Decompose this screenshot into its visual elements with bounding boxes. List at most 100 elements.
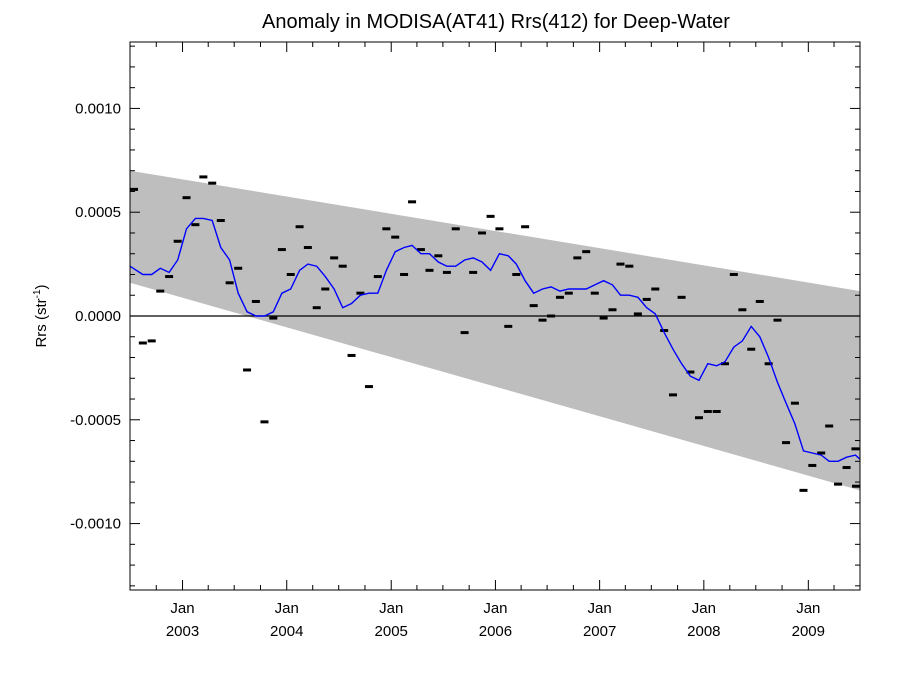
x-tick-label-month: Jan <box>692 600 716 617</box>
x-tick-label-year: 2005 <box>375 623 408 640</box>
data-point-23 <box>330 256 339 260</box>
data-point-60 <box>651 287 660 291</box>
data-point-69 <box>729 272 738 276</box>
data-point-19 <box>295 225 304 229</box>
data-point-32 <box>408 200 417 204</box>
data-point-78 <box>808 463 817 467</box>
data-point-7 <box>191 223 200 227</box>
smoothed-series-line <box>129 217 861 462</box>
x-axis-tick-labels: Jan 2003 Jan 2004 Jan 2005 Jan 2006 Jan 2007 Jan 20… <box>166 600 825 640</box>
data-point-56 <box>616 262 625 266</box>
x-axis-ticks <box>129 42 861 590</box>
data-point-73 <box>764 362 773 366</box>
data-point-40 <box>478 231 487 235</box>
data-point-71 <box>747 347 756 351</box>
data-point-10 <box>216 219 225 223</box>
data-point-37 <box>451 227 460 231</box>
data-point-34 <box>425 268 434 272</box>
data-point-47 <box>538 318 547 322</box>
y-axis-ticks <box>130 45 860 587</box>
data-point-62 <box>669 393 678 397</box>
data-point-42 <box>495 227 504 231</box>
data-point-51 <box>573 256 582 260</box>
data-point-68 <box>720 362 729 366</box>
data-point-82 <box>842 466 851 470</box>
chart-title: Anomaly in MODISA(AT41) Rrs(412) for Dee… <box>262 11 730 33</box>
data-point-75 <box>782 441 791 445</box>
x-tick-label-year: 2007 <box>583 623 616 640</box>
y-tick-label: 0.0000 <box>75 308 121 325</box>
data-point-5 <box>173 239 182 243</box>
data-point-25 <box>347 353 356 357</box>
data-point-38 <box>460 331 469 335</box>
x-tick-label-year: 2004 <box>270 623 303 640</box>
data-point-20 <box>303 246 312 249</box>
data-point-8 <box>199 175 208 179</box>
data-point-14 <box>251 299 260 303</box>
x-tick-label-month: Jan <box>796 600 820 617</box>
data-point-33 <box>416 248 425 252</box>
data-point-6 <box>182 196 191 200</box>
data-point-41 <box>486 214 495 218</box>
data-point-72 <box>755 299 764 303</box>
data-point-26 <box>356 291 365 295</box>
y-tick-label: -0.0010 <box>70 516 121 533</box>
data-point-81 <box>834 482 843 486</box>
x-tick-label-month: Jan <box>379 600 403 617</box>
data-point-16 <box>269 316 278 320</box>
data-point-43 <box>504 324 513 328</box>
data-point-22 <box>321 287 330 291</box>
data-point-28 <box>373 275 382 279</box>
data-point-52 <box>582 250 591 254</box>
data-point-36 <box>442 270 451 274</box>
y-axis-label: Rrs (str-1) <box>32 284 50 347</box>
data-point-80 <box>825 424 834 428</box>
y-axis-label-superscript: -1 <box>32 289 43 298</box>
x-tick-label-month: Jan <box>170 600 194 617</box>
data-point-79 <box>817 451 826 455</box>
data-point-31 <box>400 272 409 276</box>
data-point-2 <box>147 339 156 343</box>
data-point-21 <box>312 306 321 310</box>
data-point-11 <box>225 281 234 285</box>
data-point-49 <box>555 295 564 299</box>
data-point-12 <box>234 266 243 270</box>
data-point-39 <box>469 270 478 274</box>
data-point-44 <box>512 272 521 276</box>
uncertainty-band <box>130 170 860 491</box>
data-point-24 <box>338 264 347 268</box>
data-point-58 <box>633 312 642 316</box>
data-point-48 <box>547 314 556 318</box>
y-axis-label-main: Rrs (str <box>33 298 50 347</box>
data-point-30 <box>391 235 400 239</box>
data-point-70 <box>738 308 747 312</box>
x-tick-label-year: 2006 <box>479 623 512 640</box>
y-axis-label-close: ) <box>33 284 50 289</box>
data-point-59 <box>642 297 651 301</box>
x-tick-label-year: 2003 <box>166 623 199 640</box>
data-point-17 <box>277 248 286 252</box>
x-tick-label-month: Jan <box>275 600 299 617</box>
data-point-67 <box>712 409 721 413</box>
x-tick-label-year: 2009 <box>792 623 825 640</box>
y-tick-label: 0.0010 <box>75 100 121 117</box>
data-point-54 <box>599 316 608 320</box>
data-point-66 <box>703 409 712 413</box>
data-point-35 <box>434 254 443 258</box>
data-point-63 <box>677 295 686 299</box>
data-point-77 <box>799 488 808 492</box>
data-point-74 <box>773 318 782 322</box>
x-tick-label-month: Jan <box>588 600 612 617</box>
data-point-84 <box>852 484 860 488</box>
data-point-27 <box>364 385 373 389</box>
data-point-64 <box>686 370 695 374</box>
plot-area <box>129 41 861 591</box>
y-tick-label: -0.0005 <box>70 412 121 429</box>
data-point-3 <box>156 289 165 293</box>
data-point-65 <box>694 416 703 420</box>
data-point-0 <box>130 187 138 191</box>
data-point-46 <box>529 304 538 308</box>
data-point-13 <box>243 368 252 372</box>
x-tick-label-month: Jan <box>483 600 507 617</box>
